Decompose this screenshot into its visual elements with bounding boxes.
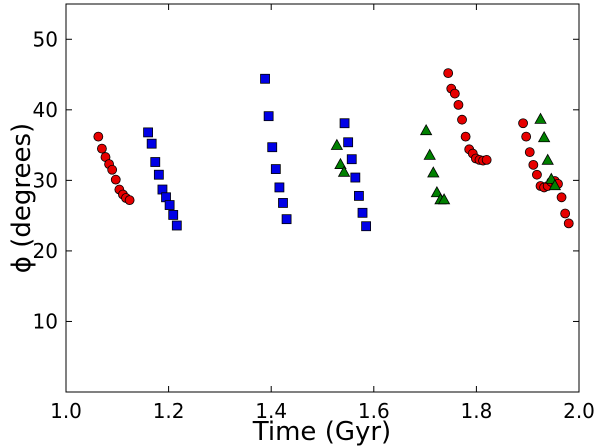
data-point-circle [453, 99, 464, 110]
y-tick-label: 10 [33, 309, 58, 333]
data-point-circle [518, 118, 528, 129]
data-point-square [150, 157, 161, 167]
data-point-triangle [423, 148, 436, 160]
data-point-square [278, 198, 288, 208]
y-tick-label: 30 [33, 168, 58, 192]
y-tick-label: 20 [33, 239, 58, 263]
data-point-circle [460, 131, 471, 142]
y-axis-label: ϕ (degrees) [7, 123, 37, 273]
data-point-square [143, 127, 153, 138]
data-point-square [274, 182, 285, 193]
data-point-circle [457, 114, 467, 125]
data-point-square [339, 118, 350, 129]
data-point-circle [443, 68, 454, 79]
data-point-circle [524, 147, 535, 158]
data-point-square [260, 73, 270, 84]
data-point-square [281, 214, 292, 225]
x-tick-label: 2.0 [563, 399, 595, 423]
data-point-circle [563, 218, 574, 229]
data-point-square [270, 164, 281, 174]
plot-frame [65, 3, 580, 393]
data-point-square [357, 207, 368, 218]
data-point-triangle [537, 131, 551, 143]
plot-background [66, 4, 579, 392]
data-point-square [168, 210, 179, 220]
data-point-circle [521, 131, 532, 142]
data-point-square [171, 220, 182, 231]
data-point-square [361, 221, 372, 232]
x-axis-ticks: 1.0 1.2 1.4 1.6 1.8 2.0 [50, 4, 595, 423]
data-point-circle [110, 174, 121, 185]
data-point-triangle [330, 138, 344, 150]
y-tick-label: 40 [33, 98, 58, 122]
data-point-triangle [430, 186, 444, 198]
data-point-circle [556, 192, 567, 203]
data-point-triangle [419, 123, 433, 136]
data-point-triangle [534, 112, 547, 124]
x-tick-label: 1.4 [255, 399, 287, 423]
data-point-circle [481, 155, 492, 165]
y-axis-ticks: 10 20 30 40 50 [33, 27, 579, 333]
data-points [93, 68, 574, 232]
data-point-square [346, 154, 357, 165]
x-tick-label: 1.6 [358, 399, 390, 423]
data-point-circle [124, 195, 135, 206]
data-point-circle [532, 169, 542, 180]
data-point-square [146, 138, 157, 149]
data-point-triangle [427, 166, 440, 178]
data-point-square [354, 190, 364, 201]
data-point-triangle [548, 178, 562, 191]
data-point-circle [449, 88, 460, 99]
data-point-circle [97, 143, 107, 154]
data-point-triangle [337, 165, 351, 177]
data-point-circle [560, 208, 571, 219]
data-point-square [164, 200, 175, 210]
data-point-circle [93, 131, 104, 142]
data-point-circle [107, 164, 118, 175]
x-tick-label: 1.2 [153, 399, 185, 423]
data-point-square [343, 137, 354, 148]
x-tick-label: 1.8 [460, 399, 492, 423]
x-tick-label: 1.0 [50, 399, 82, 423]
data-point-triangle [541, 153, 554, 165]
data-point-square [263, 111, 274, 122]
data-point-circle [528, 159, 539, 170]
x-axis-label: Time (Gyr) [252, 417, 391, 447]
data-point-square [153, 169, 164, 180]
data-point-square [267, 142, 278, 153]
data-point-triangle [437, 193, 451, 205]
data-point-triangle [334, 157, 347, 169]
data-point-square [350, 172, 361, 183]
y-tick-label: 50 [33, 27, 58, 51]
